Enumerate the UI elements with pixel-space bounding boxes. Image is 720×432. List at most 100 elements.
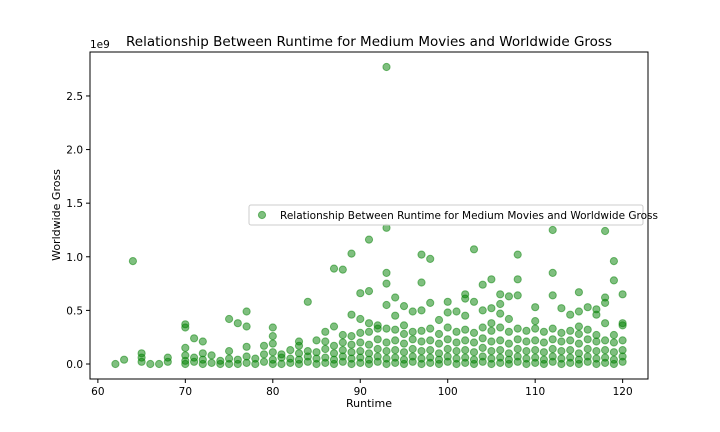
scatter-point (487, 275, 496, 284)
scatter-point (382, 324, 391, 333)
scatter-point (408, 335, 417, 344)
scatter-point (496, 323, 505, 332)
scatter-point (592, 305, 601, 314)
scatter-point (443, 308, 452, 317)
scatter-point (566, 353, 575, 362)
scatter-point (259, 350, 269, 359)
scatter-point (469, 338, 479, 347)
scatter-point (513, 352, 522, 361)
y-tick-label: 1.0 (66, 252, 83, 264)
scatter-point (408, 344, 417, 354)
scatter-point (539, 327, 549, 336)
scatter-point (417, 326, 426, 335)
scatter-point (338, 265, 347, 274)
scatter-point (548, 324, 557, 333)
scatter-point (496, 346, 505, 355)
scatter-point (469, 328, 479, 337)
scatter-point (601, 293, 610, 302)
scatter-point (312, 336, 321, 345)
scatter-point (417, 278, 426, 287)
scatter-point (242, 322, 251, 331)
scatter-point (522, 354, 531, 363)
scatter-point (548, 291, 557, 300)
scatter-point (574, 322, 584, 331)
scatter-point (294, 349, 304, 358)
scatter-point (487, 326, 496, 335)
scatter-point (469, 297, 479, 306)
scatter-point (557, 337, 566, 346)
scatter-point (504, 339, 513, 348)
scatter-point (242, 307, 251, 316)
scatter-point (391, 346, 400, 355)
scatter-point (609, 348, 619, 357)
scatter-point (399, 348, 409, 357)
scatter-point (426, 324, 435, 333)
scatter-point (268, 323, 277, 332)
scatter-point (163, 353, 172, 362)
scatter-point (294, 337, 304, 346)
scatter-point (242, 342, 251, 351)
scatter-point (452, 307, 461, 316)
scatter-point (111, 359, 120, 369)
scatter-point (513, 291, 522, 300)
y-tick-label: 0.0 (66, 359, 83, 371)
scatter-point (382, 300, 391, 310)
scatter-point (574, 307, 584, 316)
scatter-point (504, 349, 513, 358)
scatter-point (487, 354, 496, 363)
scatter-point (417, 354, 426, 363)
scatter-point (426, 298, 435, 307)
scatter-point (557, 347, 566, 356)
scatter-point (426, 353, 435, 362)
scatter-point (574, 329, 584, 339)
scatter-point (347, 332, 356, 341)
scatter-point (207, 351, 216, 360)
scatter-point (434, 349, 444, 358)
scatter-point (461, 353, 470, 362)
scatter-point (417, 347, 426, 356)
scatter-point (618, 336, 627, 345)
scatter-point (321, 327, 330, 336)
scatter-point (434, 329, 444, 339)
scatter-point (487, 304, 496, 313)
scatter-point (181, 320, 190, 329)
plot-frame (89, 51, 649, 380)
scatter-point (181, 343, 190, 352)
x-tick-label: 120 (613, 386, 633, 398)
scatter-point (356, 314, 365, 324)
scatter-point (557, 328, 566, 337)
scatter-point (190, 334, 199, 343)
scatter-point (417, 306, 426, 315)
scatter-point (347, 249, 356, 258)
scatter-point (373, 352, 382, 361)
scatter-point (303, 347, 312, 356)
scatter-point (566, 346, 575, 355)
scatter-point (531, 303, 540, 312)
scatter-point (338, 330, 347, 340)
scatter-point (399, 339, 409, 348)
scatter-point (478, 323, 487, 332)
scatter-point (426, 336, 435, 345)
scatter-point (548, 344, 557, 354)
scatter-point (461, 336, 470, 345)
scatter-point (574, 339, 584, 348)
scatter-point (233, 319, 242, 328)
scatter-point (417, 337, 426, 346)
scatter-point (338, 338, 347, 347)
scatter-point (364, 349, 374, 358)
x-axis: 60 70 80 90 100 110 120 (91, 379, 633, 398)
scatter-point (443, 344, 452, 354)
scatter-point (399, 321, 409, 330)
scatter-point (504, 314, 513, 324)
scatter-point (478, 280, 487, 289)
scatter-point (137, 349, 146, 358)
scatter-point (207, 358, 216, 367)
scatter-point (286, 354, 295, 363)
scatter-point (120, 355, 129, 364)
scatter-point (268, 339, 277, 348)
scatter-point (338, 346, 347, 355)
scatter-point (618, 290, 627, 299)
scatter-point (496, 353, 505, 362)
scatter-point (399, 355, 409, 364)
scatter-point (539, 338, 549, 347)
